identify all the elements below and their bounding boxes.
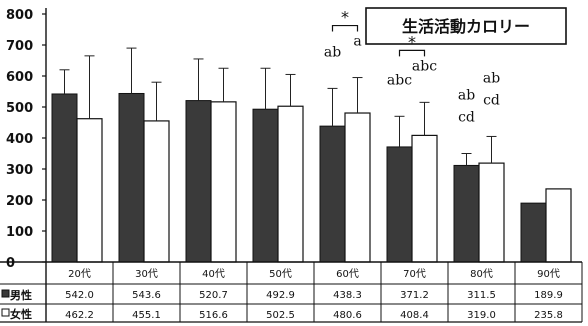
table-cell-male: 438.3 [333, 290, 362, 301]
bar-female [344, 112, 371, 263]
bar-male [520, 202, 547, 263]
significance-letter: abc [387, 72, 412, 88]
x-category-label: 60代 [336, 268, 359, 280]
y-tick-label: 100 [6, 225, 33, 240]
chart-title-box: 生活活動カロリー [365, 7, 567, 45]
bar-male [319, 125, 346, 263]
significance-bracket [398, 49, 426, 57]
bar-female [545, 188, 572, 263]
table-cell-male: 311.5 [467, 290, 496, 301]
error-bar-group [59, 47, 497, 166]
bar-female [76, 118, 103, 263]
significance-letter: a [353, 34, 361, 50]
y-tick-label: 200 [6, 194, 33, 209]
table-cell-male: 542.0 [65, 290, 94, 301]
bar-group [51, 92, 572, 263]
y-tick-label: 400 [6, 132, 33, 147]
bar-female [277, 105, 304, 263]
x-category-label: 50代 [269, 268, 292, 280]
chart-title: 生活活動カロリー [402, 17, 530, 36]
bar-female [143, 120, 170, 263]
x-category-label: 20代 [68, 268, 91, 280]
table-cell-male: 189.9 [534, 290, 563, 301]
chart-axes: 0 100 200 300 400 500 600 700 800 [6, 8, 47, 322]
bar-male [185, 100, 212, 263]
significance-letter: cd [458, 110, 475, 126]
significance-letter: abc [412, 58, 437, 74]
legend-swatch-female [1, 308, 10, 317]
table-cell-male: 543.6 [132, 290, 161, 301]
significance-letter: ab [324, 44, 341, 60]
y-tick-label: 700 [6, 39, 33, 54]
y-tick-label: 500 [6, 101, 33, 116]
bar-male [386, 146, 413, 263]
table-cell-female: 516.6 [199, 310, 228, 321]
x-category-label: 80代 [470, 268, 493, 280]
table-cell-female: 319.0 [467, 310, 496, 321]
x-category-label: 30代 [135, 268, 158, 280]
table-cell-male: 520.7 [199, 290, 228, 301]
bar-male [252, 108, 279, 263]
legend-label-male: 男性 [10, 288, 32, 302]
bar-male [118, 92, 145, 263]
x-category-label: 40代 [202, 268, 225, 280]
significance-letter: ab [483, 70, 500, 86]
table-cell-male: 492.9 [266, 290, 295, 301]
y-tick-label: 800 [6, 8, 33, 23]
table-cell-female: 455.1 [132, 310, 161, 321]
bar-female [411, 134, 438, 263]
bar-female [478, 162, 505, 263]
bar-male [453, 164, 480, 263]
table-cell-female: 408.4 [400, 310, 429, 321]
significance-letter: cd [483, 92, 500, 108]
y-tick-label: 0 [6, 256, 15, 271]
significance-star: * [341, 8, 349, 27]
legend-swatch-male [1, 289, 10, 298]
bar-male [51, 93, 78, 263]
x-category-label: 70代 [403, 268, 426, 280]
bar-female [210, 101, 237, 263]
x-category-label: 90代 [537, 268, 560, 280]
y-tick-label: 600 [6, 70, 33, 85]
table-cell-female: 235.8 [534, 310, 563, 321]
legend-label-female: 女性 [10, 307, 32, 321]
significance-star: * [408, 32, 416, 51]
table-cell-male: 371.2 [400, 290, 429, 301]
significance-letter: ab [458, 88, 475, 104]
significance-bracket [331, 24, 359, 32]
y-tick-label: 300 [6, 163, 33, 178]
table-cell-female: 480.6 [333, 310, 362, 321]
table-cell-female: 502.5 [266, 310, 295, 321]
table-cell-female: 462.2 [65, 310, 94, 321]
chart-title-frame [365, 7, 567, 45]
